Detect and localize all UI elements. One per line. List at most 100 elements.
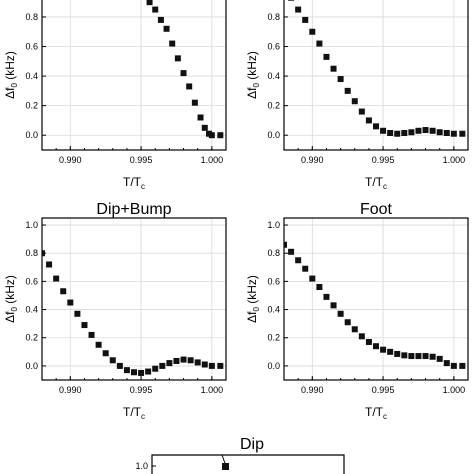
y-tick-label: 0.0 <box>267 361 280 371</box>
data-point <box>60 288 67 295</box>
y-tick-label: 0.6 <box>267 276 280 286</box>
data-point <box>74 310 81 317</box>
y-tick-label: 0.4 <box>25 71 38 81</box>
data-point <box>159 362 166 369</box>
chart-panel-3: 0.990 0.995 1.000 0.0 0.2 0.4 0.6 0.8 1.0 T/Tc Δf0… <box>3 201 227 421</box>
data-point <box>131 369 137 376</box>
y-tick-label: 0.6 <box>25 42 38 52</box>
data-point <box>180 356 187 363</box>
data-point <box>145 368 152 375</box>
data-point <box>302 16 309 23</box>
y-tick-label: 0.4 <box>267 305 280 315</box>
data-point <box>373 343 379 350</box>
plot-frame <box>151 454 345 474</box>
data-point <box>295 6 302 13</box>
data-point <box>387 130 394 136</box>
plot-frame <box>283 0 469 151</box>
data-point <box>157 16 164 23</box>
x-axis-label: T/Tc <box>365 175 387 191</box>
chart-panel-4: 0.990 0.995 1.000 0.0 0.2 0.4 0.6 0.8 1.0 T/Tc Δf0… <box>245 201 469 421</box>
chart-title: Foot <box>360 201 393 218</box>
data-point <box>316 40 323 47</box>
data-point <box>102 350 109 357</box>
data-point <box>323 53 330 60</box>
data-point <box>408 353 415 360</box>
y-tick-label: 0.6 <box>25 276 38 286</box>
data-point <box>217 132 224 139</box>
data-point <box>53 275 60 282</box>
chart-panel-5: Dip 1.0 <box>135 436 345 474</box>
y-tick-label: 0.8 <box>25 248 38 258</box>
data-series <box>288 0 466 137</box>
data-point <box>443 360 450 367</box>
data-point <box>429 353 436 360</box>
y-tick-label: 0.2 <box>267 333 280 343</box>
data-point <box>380 346 387 353</box>
data-point <box>123 367 130 374</box>
plot-frame <box>41 217 227 381</box>
data-point <box>351 98 358 105</box>
data-point <box>337 310 344 317</box>
plot-frame <box>41 0 227 151</box>
y-tick-label: 1.0 <box>25 220 38 230</box>
data-point <box>173 357 180 364</box>
data-point <box>443 130 450 136</box>
chart-title: Dip+Bump <box>96 201 171 218</box>
y-tick-label: 0.8 <box>267 12 280 22</box>
data-point <box>450 362 457 369</box>
data-point <box>146 0 153 6</box>
data-point <box>394 350 401 357</box>
y-axis-label: Δf0 (kHz) <box>3 51 19 99</box>
data-point <box>194 359 201 366</box>
y-tick-label: 0.2 <box>267 101 280 111</box>
y-tick-label: 0.6 <box>267 42 280 52</box>
data-point <box>284 241 287 248</box>
x-tick-label: 0.995 <box>130 155 153 165</box>
data-series <box>284 241 466 369</box>
data-point <box>222 463 229 470</box>
data-point <box>422 127 429 134</box>
y-tick-label: 0.2 <box>25 333 38 343</box>
data-point <box>174 55 181 62</box>
data-point <box>459 130 466 137</box>
data-point <box>191 99 198 106</box>
x-tick-label: 1.000 <box>443 155 466 165</box>
data-point <box>459 362 466 369</box>
data-point <box>365 117 372 124</box>
y-tick-label: 0.4 <box>267 71 280 81</box>
data-point <box>42 250 45 257</box>
data-point <box>208 132 215 139</box>
x-tick-label: 1.000 <box>201 385 224 395</box>
y-tick-label: 0.0 <box>25 130 38 140</box>
data-point <box>408 129 415 136</box>
data-point <box>436 355 443 362</box>
y-tick-label: 0.0 <box>267 130 280 140</box>
data-point <box>330 65 337 72</box>
data-point <box>201 124 208 131</box>
x-axis-label: T/Tc <box>365 405 387 421</box>
data-point <box>309 275 316 282</box>
data-point <box>309 28 316 35</box>
data-point <box>169 40 176 47</box>
data-point <box>138 369 145 376</box>
data-point <box>288 0 295 1</box>
y-tick-label: 0.2 <box>25 101 38 111</box>
data-point <box>152 365 159 372</box>
y-axis-label: Δf0 (kHz) <box>245 51 261 99</box>
data-point <box>217 362 224 369</box>
y-axis-label: Δf0 (kHz) <box>245 275 261 323</box>
x-tick-label: 0.995 <box>372 155 395 165</box>
data-point <box>46 261 53 268</box>
data-point <box>88 331 95 338</box>
x-tick-label: 0.995 <box>130 385 153 395</box>
data-point <box>166 360 173 367</box>
data-point <box>201 361 208 368</box>
data-point <box>387 348 394 355</box>
data-point <box>323 293 330 300</box>
data-point <box>180 70 187 77</box>
data-point <box>302 265 309 272</box>
y-tick-label: 0.8 <box>25 12 38 22</box>
data-point <box>81 322 88 329</box>
data-point <box>163 25 170 32</box>
